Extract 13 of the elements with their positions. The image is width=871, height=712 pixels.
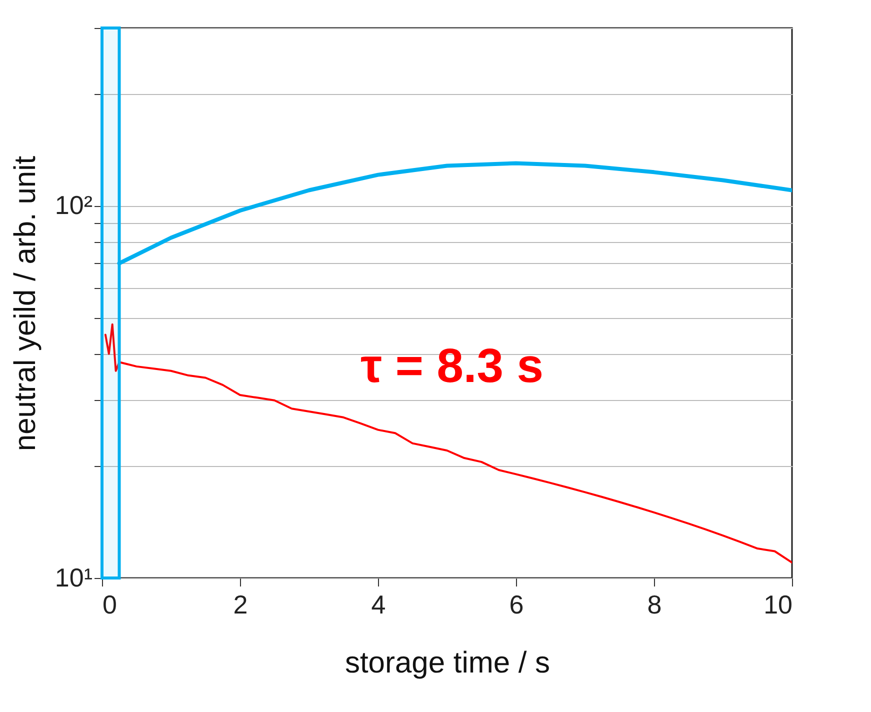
x-axis-title: storage time / s bbox=[344, 646, 550, 680]
x-tick-label: 4 bbox=[371, 590, 386, 620]
line-series bbox=[117, 161, 792, 266]
x-tick-label: 10 bbox=[764, 590, 792, 620]
y-axis-title: neutral yeild / arb. unit bbox=[8, 155, 42, 452]
x-tick-label: 2 bbox=[233, 590, 248, 620]
x-tick-label: 0 bbox=[102, 590, 117, 620]
x-tick-label: 6 bbox=[509, 590, 524, 620]
y-tick-label: 10² bbox=[54, 190, 93, 220]
annotation: τ = 8.3 s bbox=[360, 340, 544, 393]
y-tick-label: 10¹ bbox=[54, 562, 93, 592]
line-series bbox=[104, 323, 792, 564]
x-tick-label: 8 bbox=[647, 590, 662, 620]
